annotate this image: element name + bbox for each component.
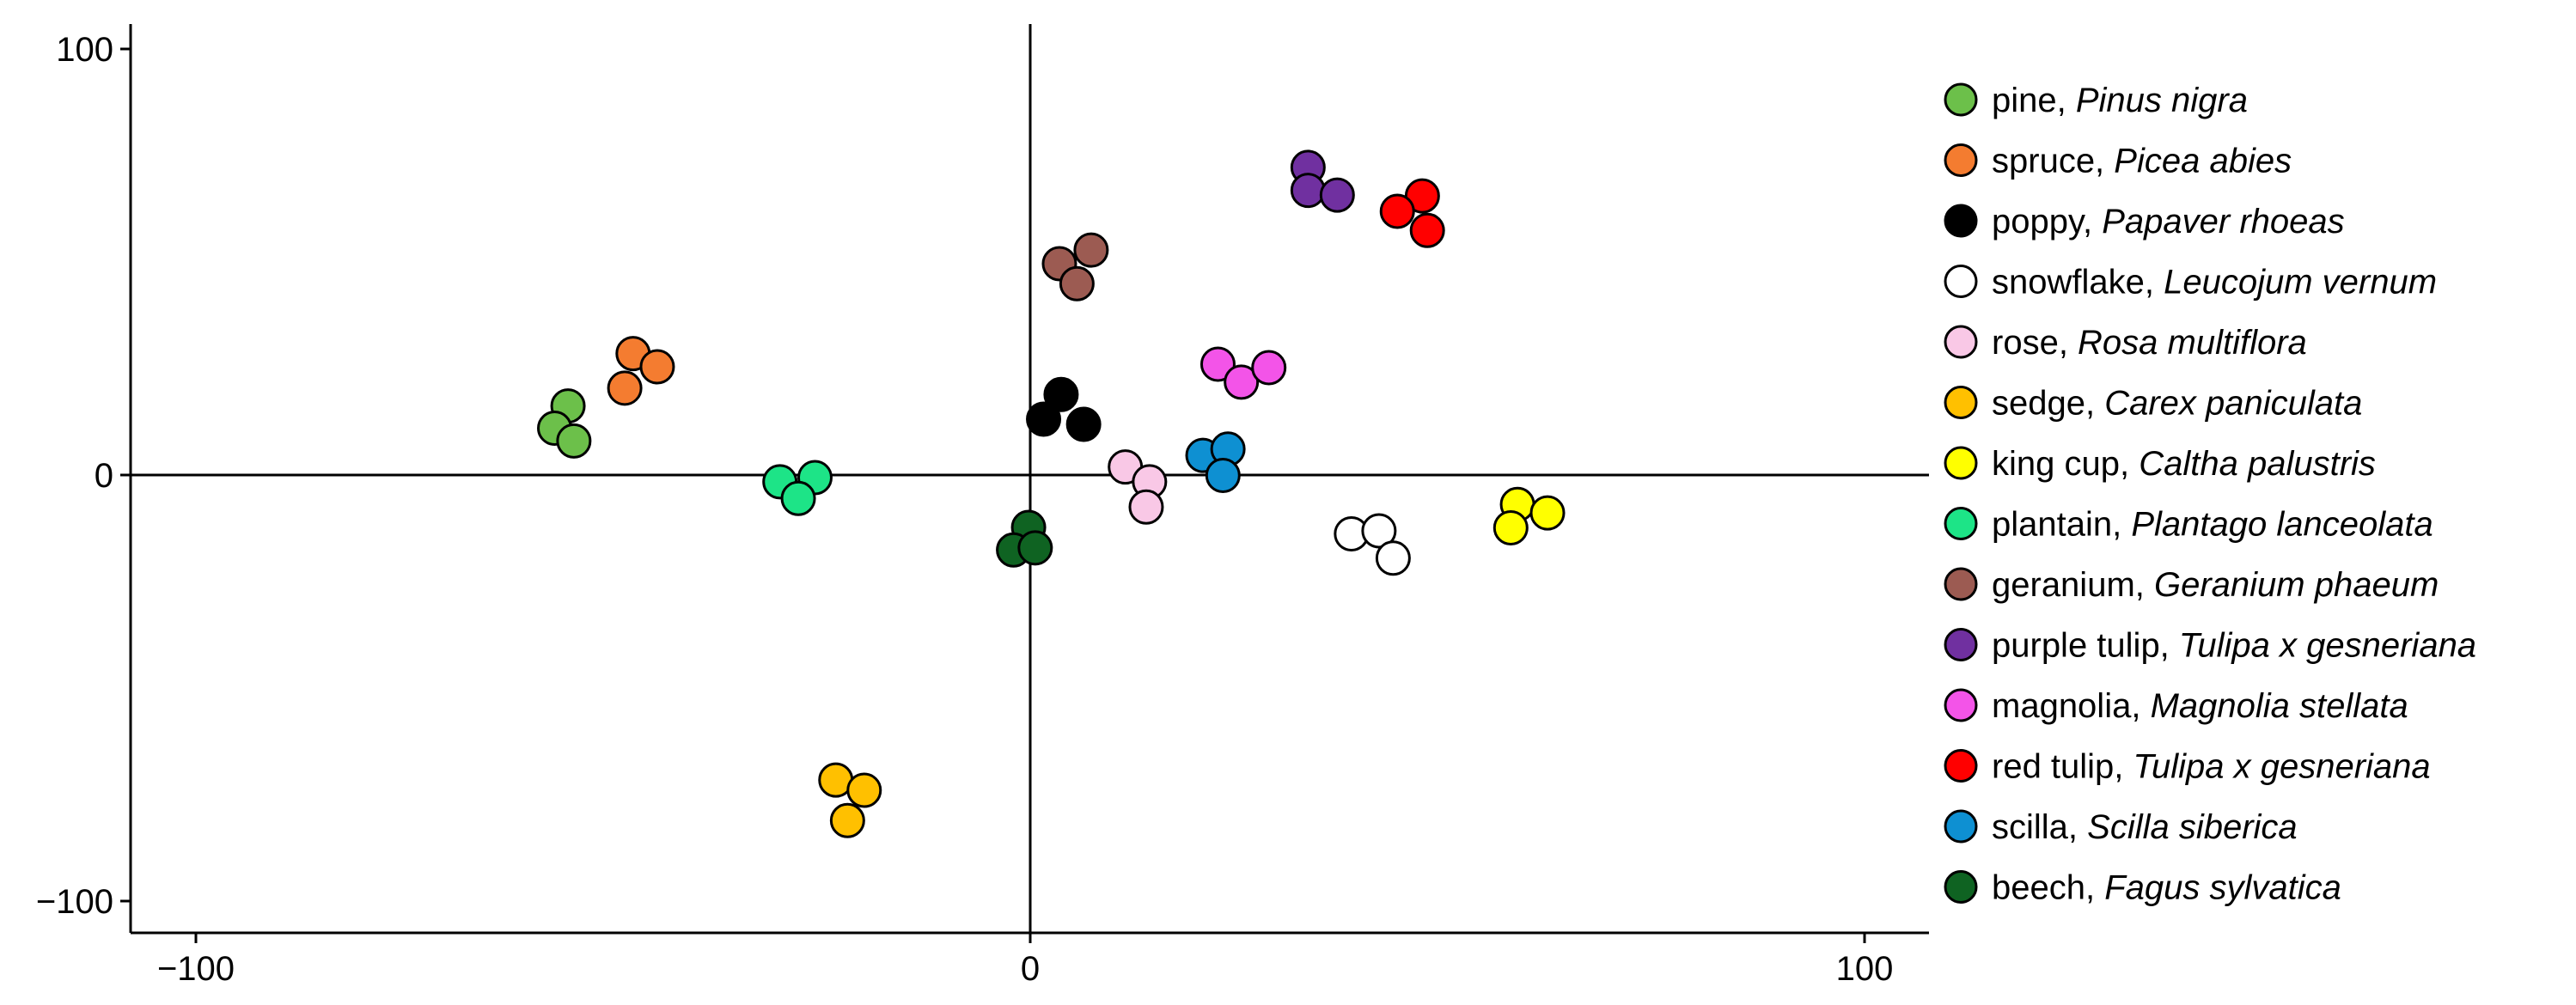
legend-item: scilla, Scilla siberica — [1944, 808, 2298, 846]
series-spruce — [607, 336, 675, 406]
data-point — [1128, 489, 1164, 525]
legend-label: king cup, Caltha palustris — [1992, 445, 2376, 483]
series-king-cup — [1492, 486, 1566, 546]
data-point — [1251, 350, 1287, 386]
data-point — [1026, 401, 1062, 437]
legend-item: pine, Pinus nigra — [1944, 82, 2248, 119]
legend-marker — [1944, 749, 1978, 783]
legend-label: rose, Rosa multiflora — [1992, 324, 2307, 362]
data-point — [1065, 406, 1102, 442]
data-points — [537, 149, 1566, 838]
legend-marker — [1944, 386, 1978, 419]
data-point — [1361, 513, 1397, 549]
legend-label: purple tulip, Tulipa x gesneriana — [1992, 627, 2476, 665]
data-point — [1199, 346, 1236, 382]
legend-marker — [1944, 507, 1978, 540]
series-plantain — [762, 460, 833, 516]
legend-label: beech, Fagus sylvatica — [1992, 869, 2341, 907]
data-point — [780, 480, 816, 516]
data-point — [1492, 510, 1529, 546]
legend-marker — [1944, 265, 1978, 298]
legend-label: plantain, Plantago lanceolata — [1992, 506, 2433, 544]
series-geranium — [1041, 232, 1109, 302]
series-rose — [1108, 449, 1168, 525]
legend-item: poppy, Papaver rhoeas — [1944, 203, 2345, 241]
legend: pine, Pinus nigra spruce, Picea abies popp… — [1944, 82, 2476, 907]
data-point — [1224, 364, 1260, 400]
legend-marker — [1944, 870, 1978, 904]
y-tick-label: 100 — [56, 31, 113, 69]
legend-item: magnolia, Magnolia stellata — [1944, 687, 2408, 725]
legend-item: king cup, Caltha palustris — [1944, 445, 2376, 483]
series-sedge — [818, 762, 882, 838]
legend-item: rose, Rosa multiflora — [1944, 324, 2307, 362]
legend-item: spruce, Picea abies — [1944, 143, 2292, 180]
legend-marker — [1944, 82, 1978, 117]
data-point — [1205, 457, 1241, 493]
data-point — [1404, 178, 1440, 214]
legend-item: plantain, Plantago lanceolata — [1944, 506, 2433, 544]
data-point — [1017, 530, 1053, 566]
legend-label: sedge, Carex paniculata — [1992, 385, 2362, 423]
legend-marker — [1944, 143, 1978, 177]
legend-item: sedge, Carex paniculata — [1944, 385, 2362, 423]
axes: −100 0 100 −100 0 100 — [36, 24, 1929, 988]
data-point — [1073, 232, 1109, 268]
legend-label: scilla, Scilla siberica — [1992, 808, 2298, 846]
data-point — [829, 802, 865, 838]
legend-marker — [1944, 628, 1978, 661]
legend-label: magnolia, Magnolia stellata — [1992, 687, 2408, 725]
data-point — [1375, 540, 1411, 576]
series-magnolia — [1199, 346, 1287, 400]
data-point — [1043, 376, 1079, 412]
y-tick-label: −100 — [36, 883, 113, 921]
legend-marker — [1944, 325, 1978, 359]
series-poppy — [1026, 376, 1102, 442]
legend-label: spruce, Picea abies — [1992, 143, 2292, 180]
series-snowflake — [1334, 513, 1411, 576]
x-tick-label: 100 — [1836, 950, 1894, 988]
legend-label: poppy, Papaver rhoeas — [1992, 203, 2345, 241]
x-tick-label: −100 — [157, 950, 235, 988]
x-tick-label: 0 — [1021, 950, 1040, 988]
data-point — [556, 423, 592, 459]
series-purple-tulip — [1290, 149, 1355, 213]
legend-item: snowflake, Leucojum vernum — [1944, 264, 2437, 302]
legend-label: geranium, Geranium phaeum — [1992, 566, 2439, 604]
legend-item: purple tulip, Tulipa x gesneriana — [1944, 627, 2476, 665]
data-point — [846, 772, 882, 808]
data-point — [1529, 495, 1566, 531]
legend-label: pine, Pinus nigra — [1992, 82, 2248, 119]
data-point — [607, 370, 643, 406]
data-point — [1059, 265, 1095, 302]
data-point — [1379, 193, 1415, 229]
series-pine — [537, 388, 592, 459]
legend-marker — [1944, 567, 1978, 601]
y-tick-label: 0 — [95, 457, 113, 495]
data-point — [1409, 212, 1445, 248]
series-beech — [996, 509, 1053, 568]
series-red-tulip — [1379, 178, 1445, 248]
legend-item: beech, Fagus sylvatica — [1944, 869, 2341, 907]
data-point — [1290, 173, 1326, 209]
legend-marker — [1944, 688, 1978, 722]
legend-label: red tulip, Tulipa x gesneriana — [1992, 748, 2431, 786]
legend-item: red tulip, Tulipa x gesneriana — [1944, 748, 2431, 786]
data-point — [1319, 177, 1355, 213]
series-scilla — [1185, 431, 1246, 493]
data-point — [639, 349, 675, 385]
legend-marker — [1944, 204, 1978, 238]
legend-label: snowflake, Leucojum vernum — [1992, 264, 2437, 302]
legend-marker — [1944, 809, 1978, 844]
legend-item: geranium, Geranium phaeum — [1944, 566, 2439, 604]
legend-marker — [1944, 446, 1978, 480]
